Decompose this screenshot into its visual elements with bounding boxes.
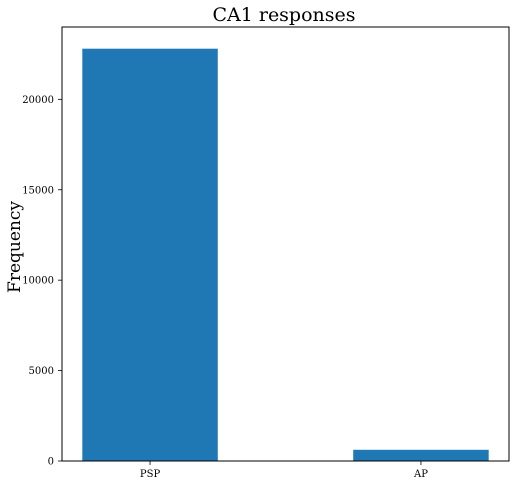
- x-tick-label: AP: [413, 469, 428, 480]
- x-ticks-group: PSP AP: [140, 461, 428, 480]
- x-tick-label: PSP: [140, 469, 161, 480]
- bar-psp: [82, 48, 218, 461]
- bar-ap: [353, 449, 489, 461]
- y-tick-label: 5000: [29, 366, 54, 377]
- y-axis-label: Frequency: [5, 201, 25, 293]
- chart-title: CA1 responses: [212, 4, 355, 26]
- plot-frame: [61, 26, 510, 462]
- y-tick-label: 15000: [22, 185, 54, 196]
- y-tick-label: 20000: [22, 95, 54, 106]
- bars-group: [82, 48, 489, 461]
- y-tick-label: 0: [48, 457, 54, 468]
- y-tick-label: 10000: [22, 276, 54, 287]
- y-ticks-group: 0 5000 10000 15000 20000: [22, 95, 62, 468]
